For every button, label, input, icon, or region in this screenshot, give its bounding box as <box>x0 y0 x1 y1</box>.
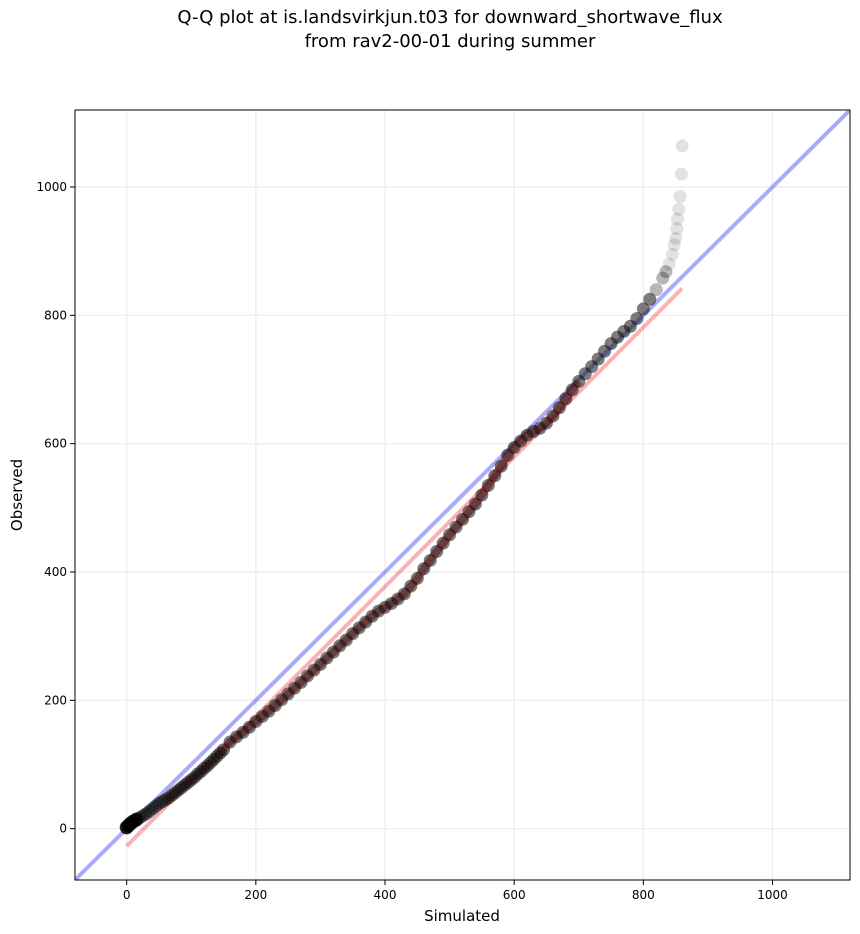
reference-lines <box>75 110 850 880</box>
grid-lines <box>75 110 850 880</box>
y-tick-label: 0 <box>59 822 67 836</box>
x-tick-label: 600 <box>503 888 526 902</box>
quantile-point <box>481 478 495 492</box>
quantile-point <box>675 139 689 153</box>
quantile-point <box>475 488 489 502</box>
quantile-point <box>468 497 482 511</box>
quantile-point <box>552 401 566 415</box>
quantile-point <box>672 202 686 216</box>
quantile-point <box>669 231 683 245</box>
y-axis-label: Observed <box>8 459 26 531</box>
y-tick-label: 800 <box>44 308 67 322</box>
quantile-point <box>129 812 144 827</box>
axis-ticks: 0 200 400 600 800 1000 0 200 400 600 800 1000 <box>36 180 787 902</box>
quantile-point <box>630 312 644 326</box>
quantile-points <box>119 139 689 835</box>
y-tick-label: 600 <box>44 437 67 451</box>
quantile-point <box>488 469 502 483</box>
quantile-point <box>643 292 657 306</box>
one-to-one-line <box>75 110 850 880</box>
x-tick-label: 1000 <box>757 888 788 902</box>
x-tick-label: 800 <box>632 888 655 902</box>
quantile-point <box>559 392 573 406</box>
quantile-point <box>410 571 424 585</box>
chart-title: Q-Q plot at is.landsvirkjun.t03 for down… <box>0 6 860 54</box>
quantile-point <box>670 222 684 236</box>
quantile-point <box>671 212 685 226</box>
y-tick-label: 200 <box>44 693 67 707</box>
y-tick-label: 400 <box>44 565 67 579</box>
quantile-point <box>636 302 650 316</box>
x-tick-label: 400 <box>374 888 397 902</box>
quantile-point <box>673 190 687 204</box>
quantile-point <box>674 167 688 181</box>
quantile-point <box>659 265 673 279</box>
quantile-point <box>656 271 670 285</box>
x-axis-label: Simulated <box>424 907 500 925</box>
quantile-point <box>662 257 676 271</box>
y-tick-label: 1000 <box>36 180 67 194</box>
quantile-point <box>423 553 437 567</box>
quantile-point <box>665 247 679 261</box>
chart-title-line-2: from rav2-00-01 during summer <box>304 31 596 52</box>
x-tick-label: 200 <box>244 888 267 902</box>
quantile-point <box>667 238 681 252</box>
x-tick-label: 0 <box>123 888 131 902</box>
chart-title-line-1: Q-Q plot at is.landsvirkjun.t03 for down… <box>177 7 723 28</box>
quantile-point <box>494 459 508 473</box>
quantile-point <box>649 283 663 297</box>
plot-frame <box>74 109 851 881</box>
